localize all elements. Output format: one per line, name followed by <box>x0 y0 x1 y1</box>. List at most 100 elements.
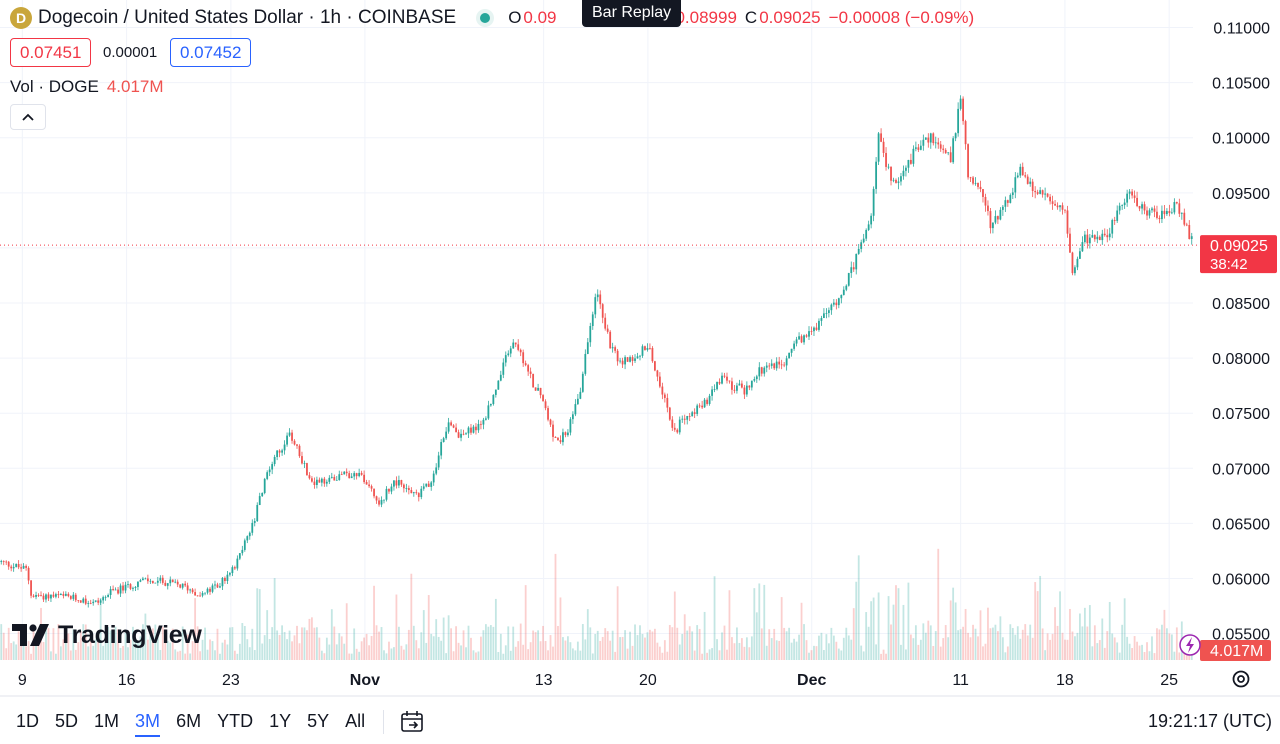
volume-bar <box>1061 632 1064 660</box>
chart-settings-gear-icon[interactable] <box>1229 667 1253 691</box>
volume-bar <box>947 637 950 660</box>
volume-bar <box>601 636 604 660</box>
buy-button[interactable]: 0.07452 <box>170 38 252 67</box>
candle-body <box>808 331 810 337</box>
candle-body <box>99 600 102 603</box>
volume-bar <box>571 648 574 660</box>
range-button-1y[interactable]: 1Y <box>269 711 292 731</box>
volume-bar <box>835 641 838 660</box>
range-button-6m[interactable]: 6M <box>176 711 202 731</box>
volume-bar <box>793 638 795 660</box>
candle-body <box>69 596 72 599</box>
candle-body <box>825 312 828 314</box>
candle-body <box>209 588 211 592</box>
volume-bar <box>266 610 269 660</box>
sell-button[interactable]: 0.07451 <box>10 38 92 67</box>
volume-bar <box>614 651 617 660</box>
candle-body <box>589 326 592 343</box>
volume-bar <box>529 642 532 660</box>
candle-body <box>1021 166 1024 176</box>
volume-bar <box>179 650 182 660</box>
volume-bar <box>914 625 917 660</box>
volume-bar <box>1143 652 1146 660</box>
volume-bar <box>895 585 897 660</box>
range-button-1m[interactable]: 1M <box>94 711 120 731</box>
volume-bar <box>79 630 82 660</box>
candle-body <box>1113 220 1116 221</box>
volume-bar <box>447 615 450 660</box>
range-button-all[interactable]: All <box>345 711 366 731</box>
volume-bar <box>686 630 689 660</box>
candle-body <box>303 463 306 464</box>
range-button-5d[interactable]: 5D <box>55 711 79 731</box>
range-button-1d[interactable]: 1D <box>16 711 40 731</box>
volume-bar <box>1014 634 1017 660</box>
volume-bar <box>790 642 793 660</box>
volume-bar <box>967 632 969 660</box>
candle-body <box>919 145 922 150</box>
candle-body <box>1001 206 1004 210</box>
candle-body <box>231 567 234 574</box>
candle-body <box>522 352 525 364</box>
volume-bar <box>57 624 60 660</box>
volume-bar <box>987 607 989 660</box>
candle-body <box>134 586 137 588</box>
x-tick-label: 9 <box>18 672 27 689</box>
candle-body <box>149 580 152 582</box>
volume-bar <box>708 649 711 660</box>
volume-bar <box>808 652 810 660</box>
candle-body <box>763 367 766 374</box>
lightning-icon[interactable] <box>1179 634 1201 656</box>
candle-body <box>706 399 709 404</box>
candle-body <box>1096 236 1099 240</box>
candle-body <box>318 479 321 483</box>
y-tick-label: 0.07000 <box>1212 461 1270 478</box>
range-button-ytd[interactable]: YTD <box>217 711 254 731</box>
volume-bar <box>457 642 460 660</box>
utc-clock[interactable]: 19:21:17 (UTC) <box>1147 711 1272 731</box>
volume-bar <box>273 578 276 660</box>
calendar-icon[interactable] <box>400 710 426 734</box>
candle-body <box>161 577 164 583</box>
volume-bar <box>1175 627 1178 660</box>
candle-body <box>1143 204 1146 211</box>
volume-bar <box>169 642 172 660</box>
volume-bar <box>199 651 201 660</box>
candle-body <box>1076 258 1079 268</box>
symbol-title[interactable]: Dogecoin / United States Dollar · 1h · C… <box>38 7 457 28</box>
volume-bar <box>450 628 453 660</box>
volume-bar <box>552 646 554 660</box>
candle-body <box>156 580 159 583</box>
candle-body <box>296 444 298 446</box>
candle-body <box>1161 210 1163 220</box>
tradingview-logo[interactable]: TradingView <box>12 620 202 650</box>
candle-body <box>509 348 512 354</box>
collapse-legend-button[interactable] <box>10 104 46 130</box>
volume-bar <box>430 633 433 660</box>
volume-bar <box>1146 642 1148 660</box>
candle-body <box>407 488 410 491</box>
volume-bar <box>1103 647 1106 660</box>
candle-body <box>954 133 957 139</box>
candle-body <box>1031 181 1034 191</box>
candle-body <box>440 442 443 456</box>
volume-bar <box>668 624 671 660</box>
candle-body <box>693 412 696 414</box>
volume-bar <box>887 596 890 660</box>
candle-body <box>795 339 798 344</box>
y-tick-label: 0.06000 <box>1212 571 1270 588</box>
volume-bar <box>596 630 599 660</box>
range-button-5y[interactable]: 5Y <box>307 711 330 731</box>
volume-value: 4.017M <box>106 77 164 96</box>
volume-bar <box>731 637 733 660</box>
range-button-3m[interactable]: 3M <box>135 700 161 744</box>
volume-bar <box>609 640 612 660</box>
volume-bar <box>703 611 706 660</box>
candle-body <box>688 416 691 417</box>
volume-bar <box>768 629 771 660</box>
volume-bar <box>69 650 72 660</box>
candle-body <box>728 380 731 382</box>
volume-bar <box>522 644 525 660</box>
volume-legend[interactable]: Vol · DOGE 4.017M <box>10 77 164 97</box>
